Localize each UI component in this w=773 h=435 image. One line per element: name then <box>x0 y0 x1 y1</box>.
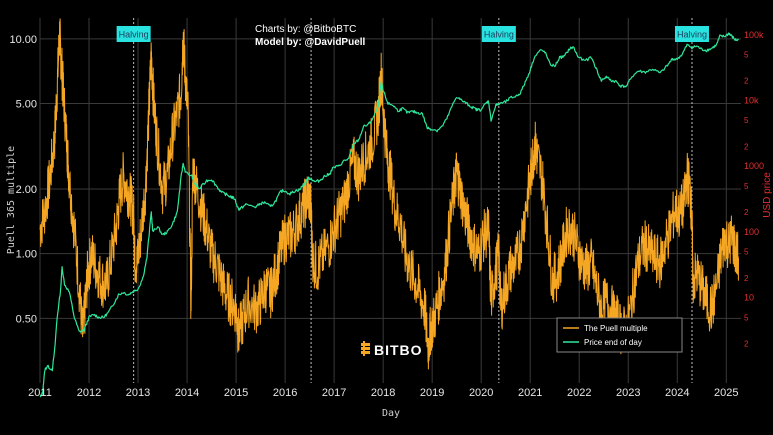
y-right-minor-tick-label: 5 <box>744 116 749 125</box>
y-right-minor-tick-label: 2 <box>744 142 749 151</box>
x-tick-label: 2025 <box>714 387 738 399</box>
x-tick-label: 2012 <box>77 387 101 399</box>
x-tick-label: 2024 <box>665 387 689 399</box>
x-tick-label: 2013 <box>126 387 150 399</box>
y-right-minor-tick-label: 5 <box>744 51 749 60</box>
halving-label: Halving <box>481 26 516 42</box>
halving-label: Halving <box>674 26 709 42</box>
halving-label-text: Halving <box>677 30 707 40</box>
legend-label-puell: The Puell multiple <box>584 324 648 333</box>
legend: The Puell multiple Price end of day <box>556 317 683 353</box>
halving-label: Halving <box>116 26 151 42</box>
x-tick-label: 2014 <box>175 387 199 399</box>
x-tick-label: 2019 <box>420 387 444 399</box>
x-axis-ticks: 2011 2012 2013 2014 2015 2016 2017 2018 2019 2020… <box>28 387 738 399</box>
x-tick-label: 2017 <box>322 387 346 399</box>
bitbo-logo-text: BITBO <box>374 342 423 358</box>
legend-box <box>556 317 683 353</box>
bitbo-logo-icon <box>361 341 370 356</box>
x-axis-title: Day <box>382 408 400 419</box>
halving-labels: Halving Halving Halving <box>116 26 709 42</box>
legend-label-price: Price end of day <box>584 338 642 347</box>
y-left-tick-label: 5.00 <box>16 98 37 110</box>
halving-label-box <box>481 26 516 42</box>
y-right-minor-tick-label: 2 <box>744 208 749 217</box>
halving-label-box <box>116 26 151 42</box>
halving-lines <box>133 18 693 383</box>
y-left-tick-label: 0.50 <box>16 313 37 325</box>
credit-charts-by: Charts by: @BitboBTC <box>255 24 356 35</box>
y-right-axis-ticks: 10 100 1000 10k 100k 2 5 2 5 2 5 2 5 2 5 <box>744 30 764 349</box>
y-left-axis-ticks: 0.50 1.00 2.00 5.00 10.00 <box>9 34 37 326</box>
y-right-minor-tick-label: 5 <box>744 313 749 322</box>
y-right-tick-label: 100 <box>744 227 759 237</box>
y-right-minor-tick-label: 5 <box>744 248 749 257</box>
y-right-tick-label: 10k <box>744 95 759 105</box>
y-right-tick-label: 1000 <box>744 161 764 171</box>
y-right-axis-title: USD price <box>762 172 773 218</box>
x-tick-label: 2018 <box>371 387 395 399</box>
y-right-tick-label: 100k <box>744 30 764 40</box>
y-left-tick-label: 1.00 <box>16 249 37 261</box>
credit-model-by: Model by: @DavidPuell <box>255 37 366 48</box>
x-tick-label: 2015 <box>224 387 248 399</box>
price-series-line <box>39 32 740 398</box>
y-right-minor-tick-label: 2 <box>744 274 749 283</box>
y-right-minor-tick-label: 5 <box>744 182 749 191</box>
y-right-tick-label: 10 <box>744 293 754 303</box>
x-tick-label: 2016 <box>273 387 297 399</box>
y-right-minor-tick-label: 2 <box>744 77 749 86</box>
y-right-minor-tick-label: 2 <box>744 339 749 348</box>
halving-label-text: Halving <box>119 30 149 40</box>
x-tick-label: 2022 <box>567 387 591 399</box>
bitbo-logo: BITBO <box>361 341 423 358</box>
y-left-tick-label: 2.00 <box>16 184 37 196</box>
y-left-tick-label: 10.00 <box>9 34 37 46</box>
halving-label-text: Halving <box>484 30 514 40</box>
y-left-axis-title: Puell 365 multiple <box>6 146 17 254</box>
x-tick-label: 2023 <box>616 387 640 399</box>
x-tick-label: 2011 <box>28 387 52 399</box>
x-tick-label: 2020 <box>469 387 493 399</box>
x-tick-label: 2021 <box>518 387 542 399</box>
halving-label-box <box>674 26 709 42</box>
